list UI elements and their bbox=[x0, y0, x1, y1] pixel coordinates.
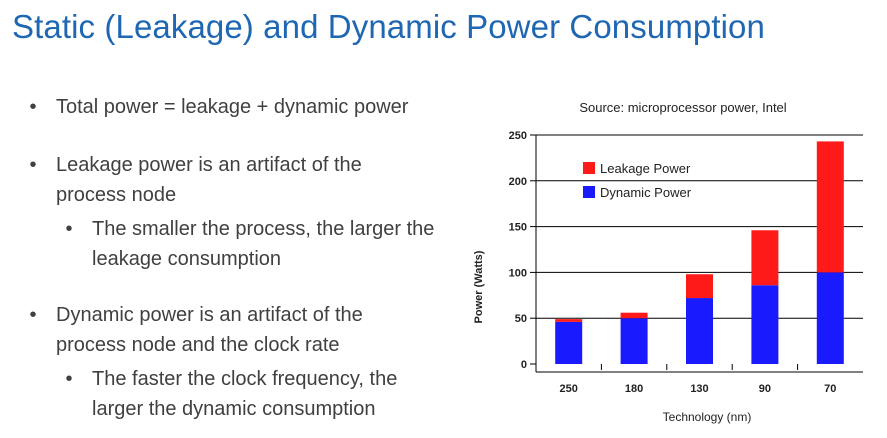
power-stacked-bar-chart: Source: microprocessor power, Intel Powe… bbox=[473, 100, 863, 424]
y-tick-labels: 0 50 100 150 200 250 bbox=[509, 130, 527, 371]
bullet-text: The smaller the process, the larger the … bbox=[92, 218, 435, 270]
bullet-text: Leakage power is an artifact of the proc… bbox=[56, 154, 362, 206]
sub-bullet-item: • The smaller the process, the larger th… bbox=[62, 214, 442, 274]
bullet-text: The faster the clock frequency, the larg… bbox=[92, 368, 398, 420]
slide-title: Static (Leakage) and Dynamic Power Consu… bbox=[12, 8, 765, 45]
bar-leakage-power-90 bbox=[751, 230, 779, 286]
bar-dynamic-power-130 bbox=[686, 298, 713, 364]
y-tick-label: 100 bbox=[509, 267, 527, 279]
bullet-dot: • bbox=[65, 368, 73, 390]
bar-dynamic-power-180 bbox=[620, 318, 648, 364]
y-tick-label: 150 bbox=[509, 222, 527, 234]
x-axis-label: Technology (nm) bbox=[663, 410, 752, 424]
bullet-item: • Dynamic power is an artifact of the pr… bbox=[26, 300, 401, 360]
legend: Leakage Power Dynamic Power bbox=[583, 161, 692, 200]
legend-label: Leakage Power bbox=[600, 161, 691, 176]
bullet-item: • Leakage power is an artifact of the pr… bbox=[26, 150, 391, 210]
bar-leakage-power-70 bbox=[816, 141, 844, 273]
x-tick-label: 90 bbox=[759, 383, 771, 395]
chart-title: Source: microprocessor power, Intel bbox=[579, 100, 786, 115]
axes bbox=[530, 134, 863, 373]
bullet-item: • Total power = leakage + dynamic power bbox=[26, 92, 446, 122]
bar-dynamic-power-70 bbox=[816, 272, 844, 364]
legend-swatch bbox=[583, 162, 595, 174]
legend-label: Dynamic Power bbox=[600, 185, 692, 200]
gridlines bbox=[536, 134, 863, 319]
bars bbox=[555, 141, 844, 364]
y-tick-label: 0 bbox=[521, 359, 527, 371]
bullet-dot: • bbox=[29, 154, 37, 176]
y-tick-label: 250 bbox=[509, 130, 527, 142]
bar-leakage-power-250 bbox=[555, 319, 583, 322]
bullet-dot: • bbox=[65, 218, 73, 240]
bullet-dot: • bbox=[29, 96, 37, 118]
x-tick-label: 250 bbox=[560, 383, 578, 395]
bullet-text: Total power = leakage + dynamic power bbox=[56, 96, 409, 118]
bar-dynamic-power-250 bbox=[555, 321, 583, 364]
sub-bullet-item: • The faster the clock frequency, the la… bbox=[62, 364, 442, 424]
x-tick-labels: 250 180 130 90 70 bbox=[560, 383, 837, 395]
x-tick-label: 180 bbox=[625, 383, 643, 395]
bar-leakage-power-180 bbox=[620, 312, 648, 319]
y-axis-label: Power (Watts) bbox=[473, 250, 485, 323]
y-tick-label: 50 bbox=[515, 313, 527, 325]
bullet-text: Dynamic power is an artifact of the proc… bbox=[56, 304, 363, 356]
x-tick-label: 130 bbox=[690, 383, 708, 395]
bar-leakage-power-130 bbox=[686, 274, 713, 299]
bullet-dot: • bbox=[29, 304, 37, 326]
x-tick-label: 70 bbox=[824, 383, 836, 395]
bar-dynamic-power-90 bbox=[751, 285, 779, 364]
y-tick-label: 200 bbox=[509, 176, 527, 188]
legend-swatch bbox=[583, 186, 595, 198]
